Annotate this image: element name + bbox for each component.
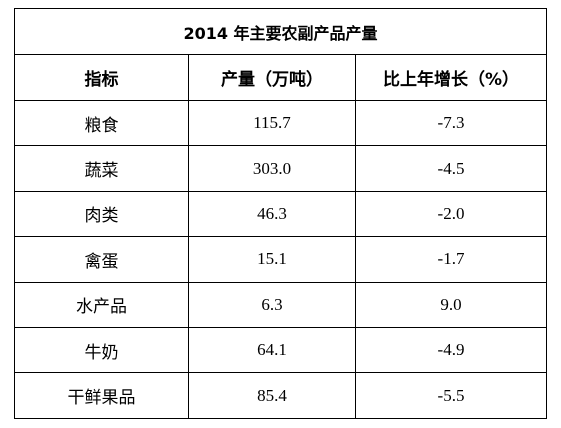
table-row: 干鲜果品 85.4 -5.5 (14, 372, 548, 419)
table-row: 禽蛋 15.1 -1.7 (14, 236, 548, 283)
row-label: 水产品 (14, 281, 189, 328)
table-row: 粮食 115.7 -7.3 (14, 99, 548, 147)
row-label: 牛奶 (14, 326, 189, 374)
value-cell: -2.0 (354, 190, 548, 238)
value-cell: 46.3 (188, 190, 356, 238)
table-row: 水产品 6.3 9.0 (14, 281, 548, 328)
value-cell: 6.3 (188, 281, 356, 328)
row-label: 禽蛋 (14, 236, 189, 283)
value-cell: -7.3 (354, 99, 548, 147)
value-cell: 303.0 (188, 145, 356, 192)
row-label: 肉类 (14, 190, 189, 238)
data-table: 2014 年主要农副产品产量 指标 产量（万吨） 比上年增长（%） 粮食 115.7-… (13, 8, 548, 419)
table-row: 肉类 46.3 -2.0 (14, 190, 548, 238)
value-cell: 64.1 (188, 326, 356, 374)
title-row: 2014 年主要农副产品产量 (13, 8, 548, 55)
row-label: 蔬菜 (14, 145, 189, 192)
table-title: 2014 年主要农副产品产量 (13, 8, 548, 55)
header-cell: 指标 (14, 54, 189, 101)
table-row: 蔬菜 303.0 -4.5 (14, 145, 548, 192)
value-cell: 115.7 (188, 99, 356, 147)
value-cell: 9.0 (354, 281, 548, 328)
header-row: 指标 产量（万吨） 比上年增长（%） (14, 54, 548, 101)
table-row: 牛奶 64.1 -4.9 (14, 326, 548, 374)
header-cell: 产量（万吨） (188, 54, 356, 101)
row-label: 粮食 (14, 99, 189, 147)
table-body: 粮食 115.7 -7.3 蔬菜 303.0 -4.5 肉类 46.3 -2.0 禽蛋 15.1 -1… (14, 99, 548, 419)
value-cell: 15.1 (188, 236, 356, 283)
value-cell: -4.5 (354, 145, 548, 192)
header-cell: 比上年增长（%） (354, 54, 548, 101)
row-label: 干鲜果品 (14, 372, 189, 419)
value-cell: -5.5 (354, 372, 548, 419)
value-cell: -1.7 (354, 236, 548, 283)
value-cell: 85.4 (188, 372, 356, 419)
value-cell: -4.9 (354, 326, 548, 374)
